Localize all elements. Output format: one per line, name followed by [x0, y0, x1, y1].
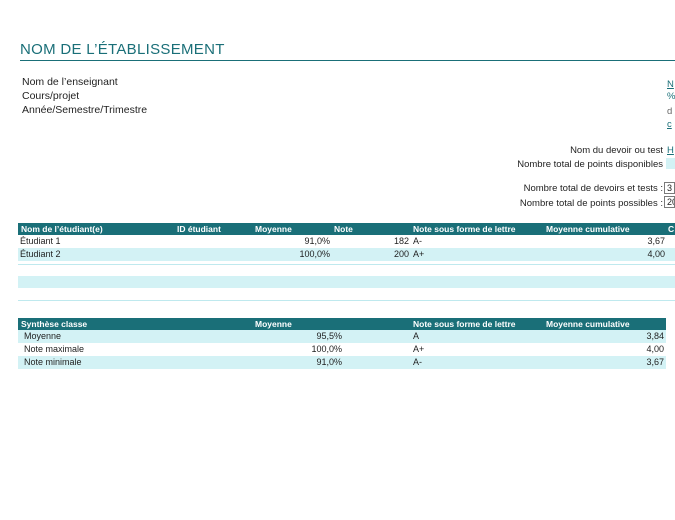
summary-table-header: Synthèse classe Moyenne Note sous forme …	[18, 318, 666, 330]
col-cumulative-average[interactable]: Moyenne cumulative	[546, 224, 630, 234]
empty-table-row[interactable]	[18, 276, 675, 288]
assignment-name-cell[interactable]: H	[667, 145, 674, 156]
institution-title[interactable]: NOM DE L’ÉTABLISSEMENT	[20, 41, 225, 58]
table-row[interactable]: Note minimale 91,0% A- 3,67	[18, 356, 666, 369]
points-available-cell[interactable]	[666, 158, 675, 169]
letter-cell[interactable]: A+	[413, 249, 425, 259]
col-class-summary[interactable]: Synthèse classe	[21, 319, 88, 329]
row-divider	[18, 300, 675, 301]
period-cell[interactable]: d	[667, 106, 673, 117]
summary-cumulative-cell[interactable]: 3,84	[646, 331, 664, 341]
table-row[interactable]: Étudiant 1 91,0% 182 A- 3,67	[18, 235, 675, 248]
letter-cell[interactable]: A-	[413, 236, 422, 246]
summary-label-cell[interactable]: Moyenne	[24, 331, 62, 341]
summary-table: Synthèse classe Moyenne Note sous forme …	[18, 318, 666, 369]
summary-cumulative-cell[interactable]: 4,00	[646, 344, 664, 354]
course-cell[interactable]: %	[667, 91, 675, 102]
col-student-name[interactable]: Nom de l’étudiant(e)	[21, 224, 103, 234]
summary-label-cell[interactable]: Note maximale	[24, 344, 85, 354]
table-row[interactable]: Étudiant 2 100,0% 200 A+ 4,00	[18, 248, 675, 261]
summary-cumulative-cell[interactable]: 3,67	[646, 357, 664, 367]
students-table: Nom de l’étudiant(e) ID étudiant Moyenne…	[18, 223, 675, 261]
summary-average-cell[interactable]: 91,0%	[316, 357, 342, 367]
col-letter-grade[interactable]: Note sous forme de lettre	[413, 224, 516, 234]
title-divider	[20, 60, 675, 61]
table-row[interactable]: Note maximale 100,0% A+ 4,00	[18, 343, 666, 356]
teacher-label: Nom de l’enseignant	[22, 76, 118, 88]
col-grade[interactable]: Note	[334, 224, 353, 234]
assignment-count-label: Nombre total de devoirs et tests :	[523, 183, 663, 194]
table-row[interactable]: Moyenne 95,5% A 3,84	[18, 330, 666, 343]
summary-letter-cell[interactable]: A+	[413, 344, 425, 354]
assignment-count-field[interactable]: 3	[664, 182, 675, 194]
points-possible-label: Nombre total de points possibles :	[519, 198, 663, 209]
cumulative-cell[interactable]: 3,67	[647, 236, 665, 246]
summary-letter-cell[interactable]: A	[413, 331, 420, 341]
col-summary-letter[interactable]: Note sous forme de lettre	[413, 319, 516, 329]
summary-average-cell[interactable]: 95,5%	[316, 331, 342, 341]
students-table-header: Nom de l’étudiant(e) ID étudiant Moyenne…	[18, 223, 675, 235]
average-cell[interactable]: 91,0%	[304, 236, 330, 246]
col-summary-cumulative[interactable]: Moyenne cumulative	[546, 319, 630, 329]
col-summary-average[interactable]: Moyenne	[255, 319, 292, 329]
assignment-name-label: Nom du devoir ou test	[570, 145, 663, 156]
summary-average-cell[interactable]: 100,0%	[311, 344, 342, 354]
period-label: Année/Semestre/Trimestre	[22, 104, 148, 116]
row-divider	[18, 264, 675, 265]
extra-cell[interactable]: c	[667, 119, 672, 130]
col-average[interactable]: Moyenne	[255, 224, 292, 234]
grade-cell[interactable]: 200	[393, 249, 409, 259]
student-name-cell[interactable]: Étudiant 2	[20, 249, 61, 259]
summary-letter-cell[interactable]: A-	[413, 357, 422, 367]
teacher-name-cell[interactable]: N	[667, 79, 674, 90]
cumulative-cell[interactable]: 4,00	[647, 249, 665, 259]
col-clipped[interactable]: C	[668, 224, 675, 234]
summary-label-cell[interactable]: Note minimale	[24, 357, 82, 367]
points-possible-field[interactable]: 20	[664, 196, 675, 208]
course-label: Cours/projet	[22, 90, 80, 102]
grade-cell[interactable]: 182	[393, 236, 409, 246]
col-student-id[interactable]: ID étudiant	[177, 224, 221, 234]
points-available-label: Nombre total de points disponibles	[517, 159, 663, 170]
average-cell[interactable]: 100,0%	[299, 249, 330, 259]
student-name-cell[interactable]: Étudiant 1	[20, 236, 61, 246]
